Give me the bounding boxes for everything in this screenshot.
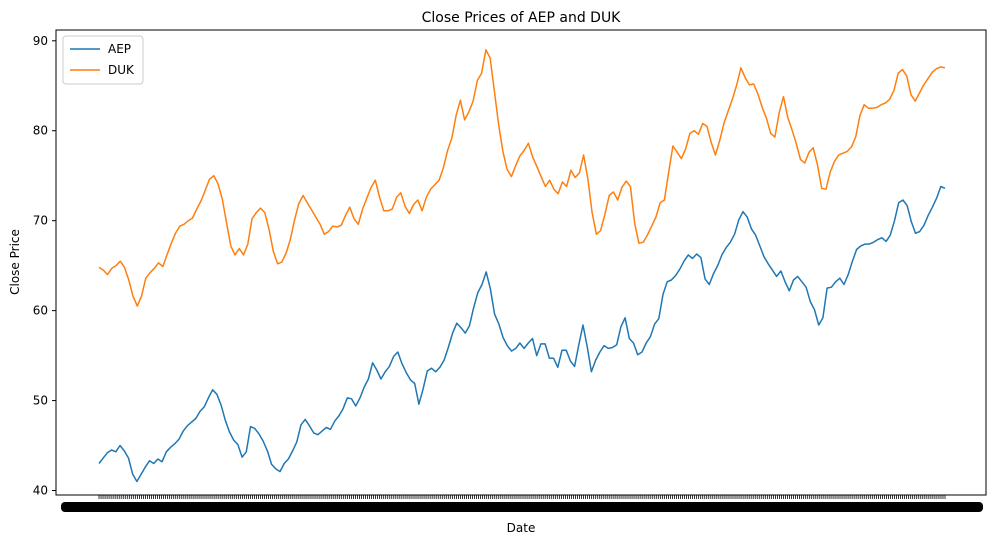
y-tick-label: 40 [33, 484, 48, 498]
y-tick-label: 60 [33, 304, 48, 318]
y-tick-label: 80 [33, 124, 48, 138]
legend: AEP DUK [62, 35, 144, 85]
y-axis-ticks: 40 50 60 70 80 90 [33, 34, 56, 498]
y-tick-label: 50 [33, 394, 48, 408]
y-tick-label: 90 [33, 34, 48, 48]
series-line-aep [98, 185, 946, 483]
y-axis-label: Close Price [8, 229, 22, 295]
x-tick-labels-overlap [61, 502, 983, 512]
series-lines [98, 49, 946, 483]
legend-label-duk: DUK [108, 63, 135, 77]
y-tick-label: 70 [33, 214, 48, 228]
plot-area [55, 29, 987, 496]
x-axis-label: Date [507, 521, 536, 535]
plot-frame [55, 29, 987, 496]
x-axis-ticks [61, 495, 983, 512]
legend-label-aep: AEP [108, 42, 131, 56]
x-tick-marks [98, 495, 946, 499]
legend-box [62, 35, 144, 85]
series-line-duk [98, 49, 946, 307]
chart-title: Close Prices of AEP and DUK [422, 10, 622, 26]
